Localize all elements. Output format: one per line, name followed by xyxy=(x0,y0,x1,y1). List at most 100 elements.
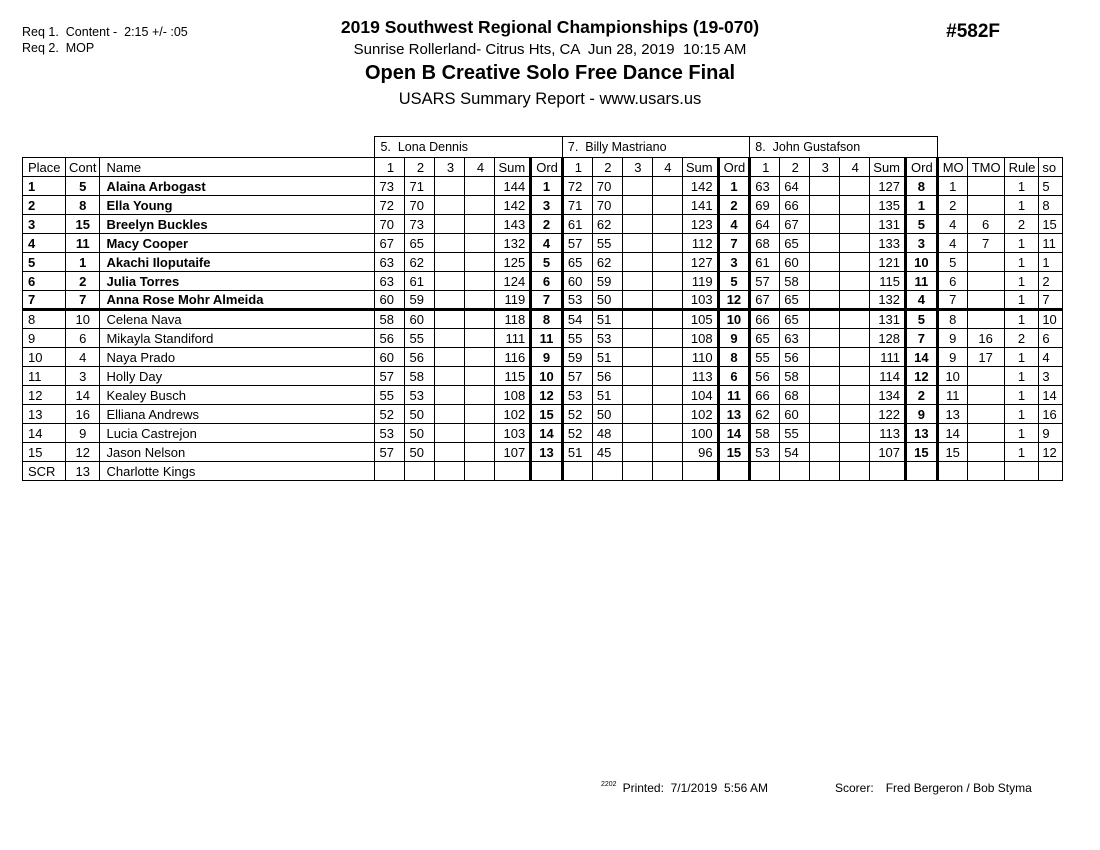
score-cell xyxy=(434,347,466,367)
score-cell: 53 xyxy=(561,385,593,405)
place-cell: 7 xyxy=(22,290,66,311)
sum-cell: 122 xyxy=(869,404,907,424)
score-cell: 60 xyxy=(374,347,406,367)
score-cell xyxy=(651,176,683,196)
score-cell xyxy=(434,252,466,272)
header-so: so xyxy=(1038,157,1064,177)
score-cell: 58 xyxy=(374,309,406,329)
score-cell xyxy=(434,195,466,215)
score-cell: 65 xyxy=(749,328,781,348)
score-cell xyxy=(651,461,683,481)
score-cell xyxy=(839,404,871,424)
score-cell xyxy=(809,214,841,234)
results-table: 5. Lona Dennis 7. Billy Mastriano 8. John … xyxy=(22,136,1064,481)
score-cell xyxy=(434,442,466,462)
tmo-cell xyxy=(966,442,1005,462)
score-cell xyxy=(464,290,496,311)
score-cell xyxy=(809,461,841,481)
score-cell xyxy=(621,461,653,481)
sum-cell: 128 xyxy=(869,328,907,348)
score-cell xyxy=(434,404,466,424)
sum-cell: 102 xyxy=(494,404,532,424)
name-cell: Naya Prado xyxy=(99,347,376,367)
score-cell xyxy=(651,195,683,215)
score-cell: 68 xyxy=(779,385,811,405)
score-cell xyxy=(651,233,683,253)
event-code: #582F xyxy=(946,21,1000,42)
score-cell: 70 xyxy=(374,214,406,234)
ord-cell: 5 xyxy=(716,271,752,291)
score-cell: 65 xyxy=(561,252,593,272)
so-cell: 5 xyxy=(1038,176,1064,196)
sum-cell: 119 xyxy=(681,271,719,291)
sum-cell xyxy=(869,461,907,481)
name-cell: Macy Cooper xyxy=(99,233,376,253)
score-cell: 57 xyxy=(374,366,406,386)
sum-cell: 121 xyxy=(869,252,907,272)
name-cell: Celena Nava xyxy=(99,309,376,329)
table-row: 7 7 Anna Rose Mohr Almeida 60 59 119 7 53 50 103 1… xyxy=(22,290,1064,311)
score-cell xyxy=(621,366,653,386)
ord-cell: 9 xyxy=(904,404,939,424)
table-row: 13 16 Elliana Andrews 52 50 102 15 52 50 102 13 62 6… xyxy=(22,404,1064,424)
ord-cell: 15 xyxy=(529,404,564,424)
header-1: 1 xyxy=(561,157,593,177)
score-cell xyxy=(651,271,683,291)
score-cell: 71 xyxy=(561,195,593,215)
cont-cell: 8 xyxy=(64,195,101,215)
cont-cell: 9 xyxy=(64,423,101,443)
ord-cell xyxy=(716,461,752,481)
score-cell xyxy=(651,404,683,424)
ord-cell: 8 xyxy=(904,176,939,196)
header-sum: Sum xyxy=(869,157,907,177)
score-cell: 57 xyxy=(374,442,406,462)
score-cell: 52 xyxy=(561,404,593,424)
score-cell xyxy=(809,309,841,329)
header-4: 4 xyxy=(464,157,496,177)
ord-cell: 8 xyxy=(529,309,564,329)
score-cell: 62 xyxy=(591,252,623,272)
score-cell xyxy=(621,271,653,291)
score-cell xyxy=(434,233,466,253)
score-cell xyxy=(621,214,653,234)
header-3: 3 xyxy=(621,157,653,177)
mo-cell: 9 xyxy=(936,328,968,348)
score-cell: 58 xyxy=(779,271,811,291)
cont-cell: 10 xyxy=(64,309,101,329)
score-cell: 63 xyxy=(374,271,406,291)
printed-superscript: 2202 xyxy=(601,781,617,788)
cont-cell: 5 xyxy=(64,176,101,196)
score-cell xyxy=(621,176,653,196)
mo-cell: 9 xyxy=(936,347,968,367)
score-cell xyxy=(809,176,841,196)
sum-cell: 100 xyxy=(681,423,719,443)
score-cell: 60 xyxy=(779,404,811,424)
score-cell: 60 xyxy=(561,271,593,291)
sum-cell: 124 xyxy=(494,271,532,291)
table-row: 15 12 Jason Nelson 57 50 107 13 51 45 96 15 53 54 107… xyxy=(22,442,1064,462)
score-cell: 61 xyxy=(749,252,781,272)
score-cell xyxy=(809,195,841,215)
score-cell: 61 xyxy=(561,214,593,234)
place-cell: 10 xyxy=(22,347,66,367)
score-cell: 55 xyxy=(374,385,406,405)
score-cell xyxy=(809,385,841,405)
sum-cell: 127 xyxy=(869,176,907,196)
mo-cell: 14 xyxy=(936,423,968,443)
score-cell: 50 xyxy=(591,290,623,311)
score-cell: 50 xyxy=(404,423,436,443)
cont-cell: 14 xyxy=(64,385,101,405)
score-cell: 51 xyxy=(561,442,593,462)
score-cell xyxy=(374,461,406,481)
score-cell: 70 xyxy=(591,195,623,215)
so-cell: 7 xyxy=(1038,290,1064,311)
cont-cell: 4 xyxy=(64,347,101,367)
table-row: 3 15 Breelyn Buckles 70 73 143 2 61 62 123 4 64 67 13… xyxy=(22,214,1064,234)
score-cell: 52 xyxy=(374,404,406,424)
sum-cell: 131 xyxy=(869,214,907,234)
sum-cell: 134 xyxy=(869,385,907,405)
header-2: 2 xyxy=(591,157,623,177)
score-cell xyxy=(839,233,871,253)
cont-cell: 1 xyxy=(64,252,101,272)
score-cell xyxy=(809,442,841,462)
